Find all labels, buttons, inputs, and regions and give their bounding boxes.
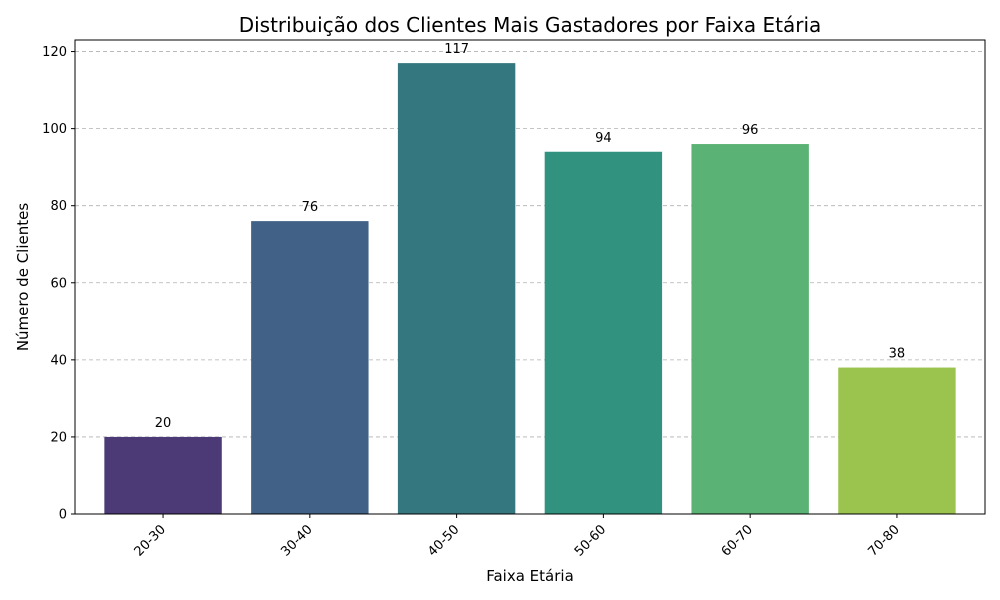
x-axis: 20-30 30-40 40-50 50-60 60-70 70-80	[132, 514, 903, 560]
bar-value-label: 96	[742, 123, 759, 138]
x-tick-label: 20-30	[132, 522, 169, 559]
y-tick-label: 60	[50, 276, 67, 291]
y-grid	[75, 51, 985, 515]
y-tick-label: 40	[50, 353, 67, 368]
y-axis-label: Número de Clientes	[14, 203, 32, 352]
bars	[104, 63, 956, 515]
bar-40-50	[397, 63, 516, 515]
bar-60-70	[691, 144, 809, 515]
y-tick-label: 80	[50, 199, 67, 214]
y-tick-label: 0	[59, 508, 67, 523]
y-tick-label: 100	[42, 122, 67, 137]
x-tick-label: 30-40	[278, 522, 315, 559]
y-tick-label: 120	[42, 45, 67, 60]
x-tick-label: 50-60	[572, 522, 609, 559]
x-tick-label: 60-70	[719, 522, 756, 559]
chart-title: Distribuição dos Clientes Mais Gastadore…	[239, 13, 822, 37]
x-tick-label: 40-50	[425, 522, 462, 559]
bar-70-80	[838, 367, 956, 514]
data-labels: 20 76 117 94 96 38	[155, 42, 905, 431]
bar-30-40	[251, 221, 369, 514]
bar-value-label: 117	[444, 42, 469, 57]
bar-50-60	[544, 151, 663, 514]
bar-value-label: 38	[889, 347, 906, 362]
y-axis: 0 20 40 60 80 100 120	[42, 45, 75, 523]
bar-value-label: 76	[302, 200, 319, 215]
y-tick-label: 20	[50, 430, 67, 445]
bar-value-label: 20	[155, 416, 172, 431]
plot-frame	[74, 39, 986, 515]
bar-value-label: 94	[595, 131, 612, 146]
x-tick-label: 70-80	[865, 522, 902, 559]
x-axis-label: Faixa Etária	[486, 567, 574, 585]
bar-20-30	[104, 436, 222, 514]
